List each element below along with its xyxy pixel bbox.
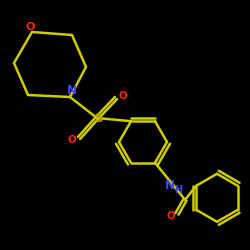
Text: O: O <box>119 91 128 101</box>
Text: O: O <box>68 135 76 145</box>
Text: N: N <box>165 179 175 192</box>
Text: S: S <box>94 112 102 126</box>
Text: O: O <box>25 22 35 32</box>
Text: N: N <box>67 84 77 98</box>
Text: H: H <box>174 185 182 195</box>
Text: O: O <box>166 211 175 221</box>
